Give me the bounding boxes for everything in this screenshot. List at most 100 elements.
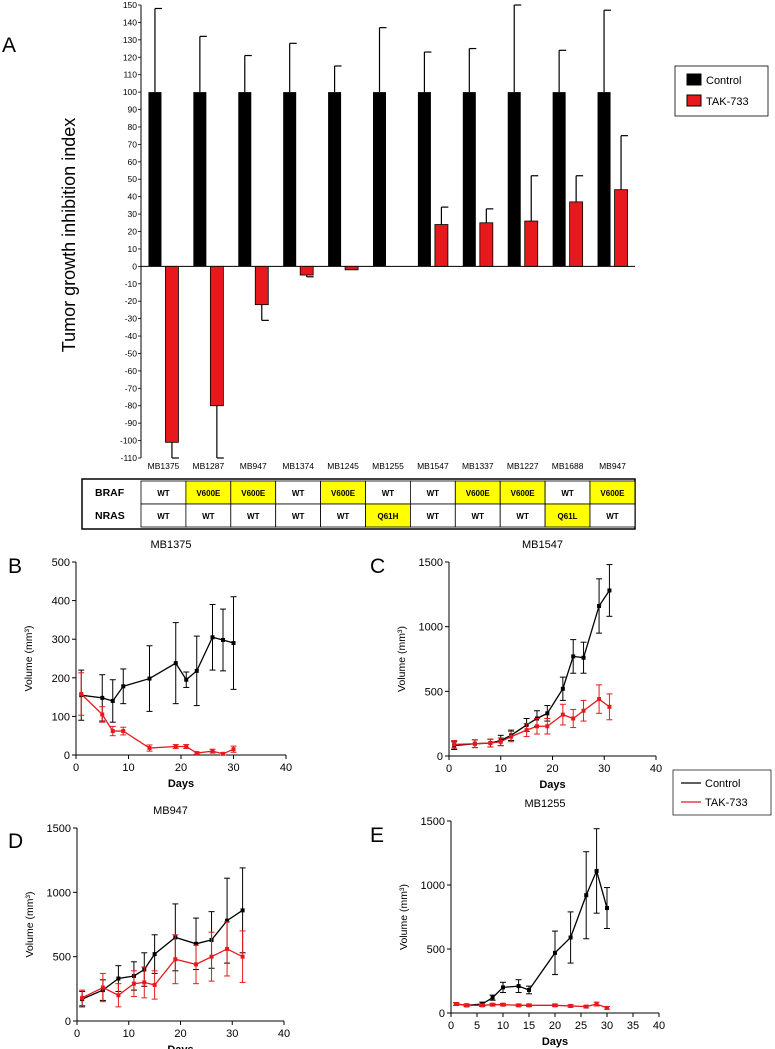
data-point [147, 746, 152, 751]
mutation-row-label: NRAS [95, 510, 125, 522]
data-point [221, 637, 225, 642]
line-legend-frame [672, 769, 772, 816]
data-point [79, 692, 84, 697]
category-label: MB947 [240, 461, 267, 471]
data-point [173, 744, 178, 749]
data-point [501, 1002, 505, 1007]
y-tick-label: 500 [52, 557, 70, 569]
bar-tak733 [479, 222, 494, 267]
data-point [116, 976, 121, 981]
bar-control [462, 92, 476, 267]
data-point [560, 686, 565, 691]
series-line [81, 909, 243, 1000]
legend-label-tak733: TAK-733 [706, 96, 749, 108]
bar-control [148, 92, 162, 267]
data-point [545, 724, 550, 729]
mutation-cell-text: WT [337, 512, 350, 521]
line-legend: Control TAK-733 [672, 769, 772, 816]
mutation-row-label: BRAF [95, 487, 125, 499]
y-axis-label: Volume (mm³) [23, 626, 35, 692]
panel-b-chart: MB1375 0 100 200 300 400 500 0 10 20 30 40 Days Volum… [23, 539, 292, 790]
data-point [147, 676, 152, 681]
y-tick-label: 140 [123, 17, 137, 27]
y-tick-label: -90 [125, 418, 138, 428]
y-tick-label: 100 [52, 711, 70, 723]
data-point [527, 1003, 531, 1008]
chart-title: MB1375 [151, 539, 192, 551]
data-point [210, 635, 215, 640]
data-point [173, 661, 178, 666]
y-tick-label: 60 [128, 157, 138, 167]
data-point [231, 641, 236, 646]
category-label: MB1287 [193, 461, 225, 471]
x-tick-label: 40 [650, 763, 662, 775]
mutation-cell-text: V600E [511, 489, 536, 498]
x-tick-label: 5 [474, 1020, 480, 1032]
data-point [221, 751, 225, 756]
data-point [553, 1003, 557, 1008]
x-tick-label: 40 [280, 762, 292, 774]
x-tick-label: 40 [278, 1028, 290, 1040]
data-point [121, 729, 126, 734]
y-tick-label: 500 [427, 944, 445, 956]
data-point [194, 941, 199, 946]
y-tick-label: -100 [120, 436, 137, 446]
panel-e-label: E [370, 824, 384, 847]
y-tick-label: -20 [125, 296, 138, 306]
panel-e-chart: MB1255 0 500 1000 1500 0 5 10 15 20 25 30 35 40 Days Vo… [398, 798, 665, 1048]
category-label: MB1375 [148, 461, 180, 471]
data-point [131, 981, 136, 986]
y-tick-label: 0 [437, 751, 443, 763]
x-tick-label: 20 [549, 1020, 561, 1032]
data-point [605, 1005, 609, 1010]
y-axis-label: Volume (mm³) [398, 884, 410, 950]
data-point [121, 684, 126, 689]
mutation-cell-text: Q61L [558, 512, 578, 521]
y-tick-label: -60 [125, 366, 138, 376]
legend-label-control: Control [706, 75, 741, 87]
bar-control [193, 92, 207, 267]
bar-control [507, 92, 521, 267]
data-point [225, 946, 230, 951]
data-point [553, 950, 557, 955]
y-tick-label: 1000 [419, 622, 443, 634]
x-tick-label: 0 [74, 1028, 80, 1040]
data-point [100, 985, 105, 990]
y-tick-label: 120 [123, 52, 137, 62]
data-point [581, 655, 586, 660]
x-tick-label: 0 [446, 763, 452, 775]
data-point [231, 747, 236, 752]
bar-control [597, 92, 611, 267]
bar-tak733 [299, 265, 314, 276]
data-point [597, 603, 602, 608]
mutation-cell [589, 503, 636, 528]
data-point [209, 954, 214, 959]
bar-control [283, 92, 297, 267]
data-point [571, 654, 576, 659]
y-tick-label: 0 [439, 1008, 445, 1020]
chart-title: MB1255 [525, 798, 566, 810]
data-point [490, 1002, 495, 1007]
panel-d-label: D [8, 830, 23, 853]
y-tick-label: 30 [128, 209, 138, 219]
x-tick-label: 25 [575, 1020, 587, 1032]
y-tick-label: -40 [125, 331, 138, 341]
line-legend-control-label: Control [705, 778, 740, 790]
data-point [516, 1003, 521, 1008]
panel-a-ylabel: Tumor growth inhibition index [59, 118, 79, 352]
y-tick-label: 40 [128, 192, 138, 202]
y-tick-label: 90 [128, 105, 138, 115]
data-point [110, 729, 115, 734]
data-point [584, 893, 589, 898]
data-point [581, 708, 586, 713]
y-tick-label: 0 [64, 750, 70, 762]
category-label: MB1688 [552, 461, 584, 471]
data-point [607, 704, 612, 709]
legend-swatch-tak733 [686, 94, 702, 107]
x-tick-label: 30 [598, 763, 610, 775]
data-point [184, 677, 189, 682]
data-point [488, 741, 493, 746]
data-point [571, 716, 576, 721]
data-point [568, 1003, 573, 1008]
y-tick-label: 110 [123, 70, 137, 80]
